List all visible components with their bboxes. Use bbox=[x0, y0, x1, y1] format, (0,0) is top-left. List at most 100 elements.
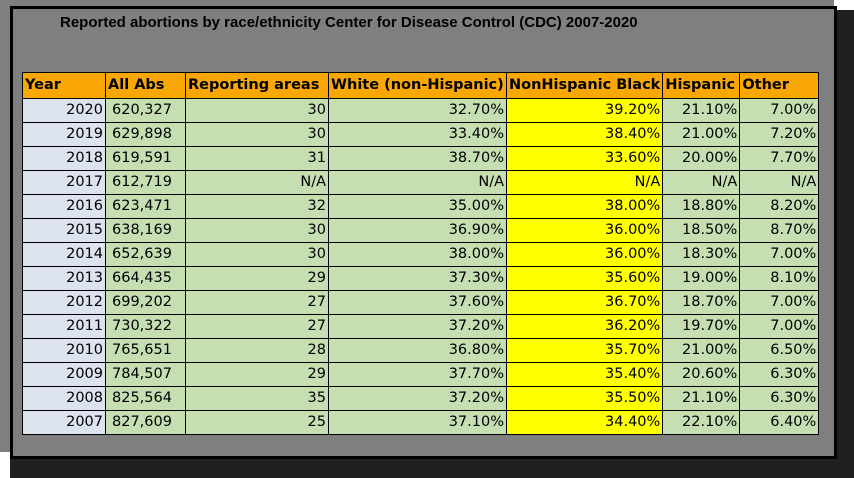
column-header-reporting-areas[interactable]: Reporting areas bbox=[185, 72, 329, 99]
cell-black[interactable]: 36.70% bbox=[505, 290, 664, 315]
cell-all-abs[interactable]: 730,322 bbox=[105, 314, 186, 339]
cell-hispanic[interactable]: 20.00% bbox=[662, 146, 741, 171]
cell-hispanic[interactable]: 21.10% bbox=[662, 386, 741, 411]
cell-black[interactable]: 33.60% bbox=[505, 146, 664, 171]
cell-year[interactable]: 2020 bbox=[22, 98, 106, 123]
cell-hispanic[interactable]: 19.70% bbox=[662, 314, 741, 339]
cell-hispanic[interactable]: 20.60% bbox=[662, 362, 741, 387]
cell-black[interactable]: 35.40% bbox=[505, 362, 664, 387]
cell-other[interactable]: 6.50% bbox=[739, 338, 820, 363]
cell-reporting-areas[interactable]: 32 bbox=[185, 194, 329, 219]
cell-other[interactable]: N/A bbox=[739, 170, 820, 195]
cell-white[interactable]: 38.70% bbox=[328, 146, 507, 171]
cell-other[interactable]: 8.20% bbox=[739, 194, 820, 219]
cell-all-abs[interactable]: 623,471 bbox=[105, 194, 186, 219]
cell-reporting-areas[interactable]: 29 bbox=[185, 362, 329, 387]
cell-year[interactable]: 2012 bbox=[22, 290, 106, 315]
cell-white[interactable]: 36.90% bbox=[328, 218, 507, 243]
cell-reporting-areas[interactable]: 35 bbox=[185, 386, 329, 411]
cell-other[interactable]: 7.00% bbox=[739, 290, 820, 315]
cell-reporting-areas[interactable]: 25 bbox=[185, 410, 329, 435]
cell-black[interactable]: 39.20% bbox=[505, 98, 664, 123]
cell-all-abs[interactable]: 664,435 bbox=[105, 266, 186, 291]
cell-all-abs[interactable]: 827,609 bbox=[105, 410, 186, 435]
cell-white[interactable]: 33.40% bbox=[328, 122, 507, 147]
cell-hispanic[interactable]: 18.70% bbox=[662, 290, 741, 315]
cell-white[interactable]: 37.70% bbox=[328, 362, 507, 387]
cell-other[interactable]: 6.40% bbox=[739, 410, 820, 435]
cell-hispanic[interactable]: 22.10% bbox=[662, 410, 741, 435]
cell-all-abs[interactable]: 825,564 bbox=[105, 386, 186, 411]
cell-hispanic[interactable]: 19.00% bbox=[662, 266, 741, 291]
cell-year[interactable]: 2008 bbox=[22, 386, 106, 411]
cell-reporting-areas[interactable]: 28 bbox=[185, 338, 329, 363]
cell-other[interactable]: 7.70% bbox=[739, 146, 820, 171]
cell-year[interactable]: 2016 bbox=[22, 194, 106, 219]
cell-hispanic[interactable]: N/A bbox=[662, 170, 741, 195]
cell-black[interactable]: 36.00% bbox=[505, 242, 664, 267]
cell-year[interactable]: 2018 bbox=[22, 146, 106, 171]
cell-other[interactable]: 8.70% bbox=[739, 218, 820, 243]
column-header-other[interactable]: Other bbox=[739, 72, 820, 99]
cell-reporting-areas[interactable]: 30 bbox=[185, 122, 329, 147]
cell-other[interactable]: 7.20% bbox=[739, 122, 820, 147]
cell-hispanic[interactable]: 18.50% bbox=[662, 218, 741, 243]
cell-year[interactable]: 2019 bbox=[22, 122, 106, 147]
cell-black[interactable]: 34.40% bbox=[505, 410, 664, 435]
cell-other[interactable]: 7.00% bbox=[739, 314, 820, 339]
cell-white[interactable]: 38.00% bbox=[328, 242, 507, 267]
cell-all-abs[interactable]: 619,591 bbox=[105, 146, 186, 171]
cell-reporting-areas[interactable]: 27 bbox=[185, 290, 329, 315]
cell-year[interactable]: 2014 bbox=[22, 242, 106, 267]
cell-reporting-areas[interactable]: 29 bbox=[185, 266, 329, 291]
cell-black[interactable]: 35.50% bbox=[505, 386, 664, 411]
cell-other[interactable]: 6.30% bbox=[739, 386, 820, 411]
cell-reporting-areas[interactable]: 30 bbox=[185, 98, 329, 123]
cell-black[interactable]: 36.20% bbox=[505, 314, 664, 339]
cell-black[interactable]: 35.70% bbox=[505, 338, 664, 363]
column-header-year[interactable]: Year bbox=[22, 72, 106, 99]
cell-white[interactable]: N/A bbox=[328, 170, 507, 195]
cell-black[interactable]: 35.60% bbox=[505, 266, 664, 291]
cell-all-abs[interactable]: 699,202 bbox=[105, 290, 186, 315]
cell-all-abs[interactable]: 620,327 bbox=[105, 98, 186, 123]
cell-all-abs[interactable]: 638,169 bbox=[105, 218, 186, 243]
cell-year[interactable]: 2011 bbox=[22, 314, 106, 339]
cell-year[interactable]: 2015 bbox=[22, 218, 106, 243]
cell-white[interactable]: 37.10% bbox=[328, 410, 507, 435]
cell-year[interactable]: 2013 bbox=[22, 266, 106, 291]
cell-white[interactable]: 37.30% bbox=[328, 266, 507, 291]
cell-other[interactable]: 6.30% bbox=[739, 362, 820, 387]
column-header-all-abs[interactable]: All Abs bbox=[105, 72, 186, 99]
column-header-hispanic[interactable]: Hispanic bbox=[662, 72, 741, 99]
cell-white[interactable]: 37.20% bbox=[328, 314, 507, 339]
cell-year[interactable]: 2017 bbox=[22, 170, 106, 195]
cell-all-abs[interactable]: 612,719 bbox=[105, 170, 186, 195]
column-header-white[interactable]: White (non-Hispanic) bbox=[328, 72, 507, 99]
cell-white[interactable]: 37.60% bbox=[328, 290, 507, 315]
cell-hispanic[interactable]: 18.80% bbox=[662, 194, 741, 219]
cell-white[interactable]: 35.00% bbox=[328, 194, 507, 219]
cell-year[interactable]: 2007 bbox=[22, 410, 106, 435]
cell-all-abs[interactable]: 652,639 bbox=[105, 242, 186, 267]
cell-all-abs[interactable]: 629,898 bbox=[105, 122, 186, 147]
cell-hispanic[interactable]: 21.00% bbox=[662, 338, 741, 363]
cell-year[interactable]: 2010 bbox=[22, 338, 106, 363]
column-header-black[interactable]: NonHispanic Black bbox=[505, 72, 664, 99]
cell-other[interactable]: 7.00% bbox=[739, 242, 820, 267]
cell-reporting-areas[interactable]: 27 bbox=[185, 314, 329, 339]
cell-black[interactable]: 38.40% bbox=[505, 122, 664, 147]
cell-other[interactable]: 8.10% bbox=[739, 266, 820, 291]
cell-hispanic[interactable]: 18.30% bbox=[662, 242, 741, 267]
cell-white[interactable]: 37.20% bbox=[328, 386, 507, 411]
cell-year[interactable]: 2009 bbox=[22, 362, 106, 387]
cell-black[interactable]: 38.00% bbox=[505, 194, 664, 219]
cell-hispanic[interactable]: 21.00% bbox=[662, 122, 741, 147]
cell-reporting-areas[interactable]: 31 bbox=[185, 146, 329, 171]
cell-hispanic[interactable]: 21.10% bbox=[662, 98, 741, 123]
cell-all-abs[interactable]: 784,507 bbox=[105, 362, 186, 387]
cell-all-abs[interactable]: 765,651 bbox=[105, 338, 186, 363]
cell-white[interactable]: 36.80% bbox=[328, 338, 507, 363]
cell-white[interactable]: 32.70% bbox=[328, 98, 507, 123]
cell-reporting-areas[interactable]: 30 bbox=[185, 218, 329, 243]
